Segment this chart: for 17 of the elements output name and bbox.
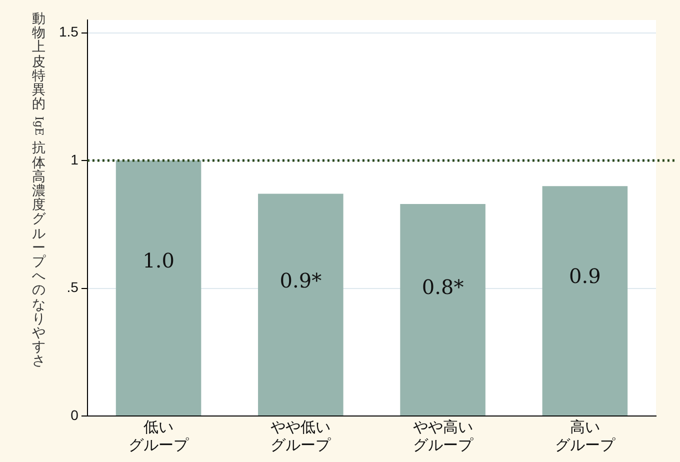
text: 動物上皮特異的 IgE 抗体高濃度グループへのなりやすさ [32, 11, 46, 370]
data-label: 0.9 [569, 264, 601, 288]
data-label: 0.8* [422, 274, 464, 299]
bar [258, 194, 344, 416]
y-tick-label: 0 [70, 406, 79, 423]
x-tick-label: 高いグループ [554, 418, 616, 454]
y-tick-label: .5 [66, 279, 79, 296]
bar [116, 160, 202, 416]
data-label: 1.0 [142, 248, 174, 273]
data-label: 0.9* [280, 268, 322, 293]
x-tick-label: 低いグループ [128, 418, 190, 454]
bar [400, 204, 486, 416]
x-tick-label: やや低いグループ [270, 418, 332, 454]
y-tick-label: 1 [70, 151, 79, 168]
x-tick-label: やや高いグループ [412, 418, 474, 454]
y-tick-label: 1.5 [58, 24, 79, 40]
bar [542, 186, 628, 416]
